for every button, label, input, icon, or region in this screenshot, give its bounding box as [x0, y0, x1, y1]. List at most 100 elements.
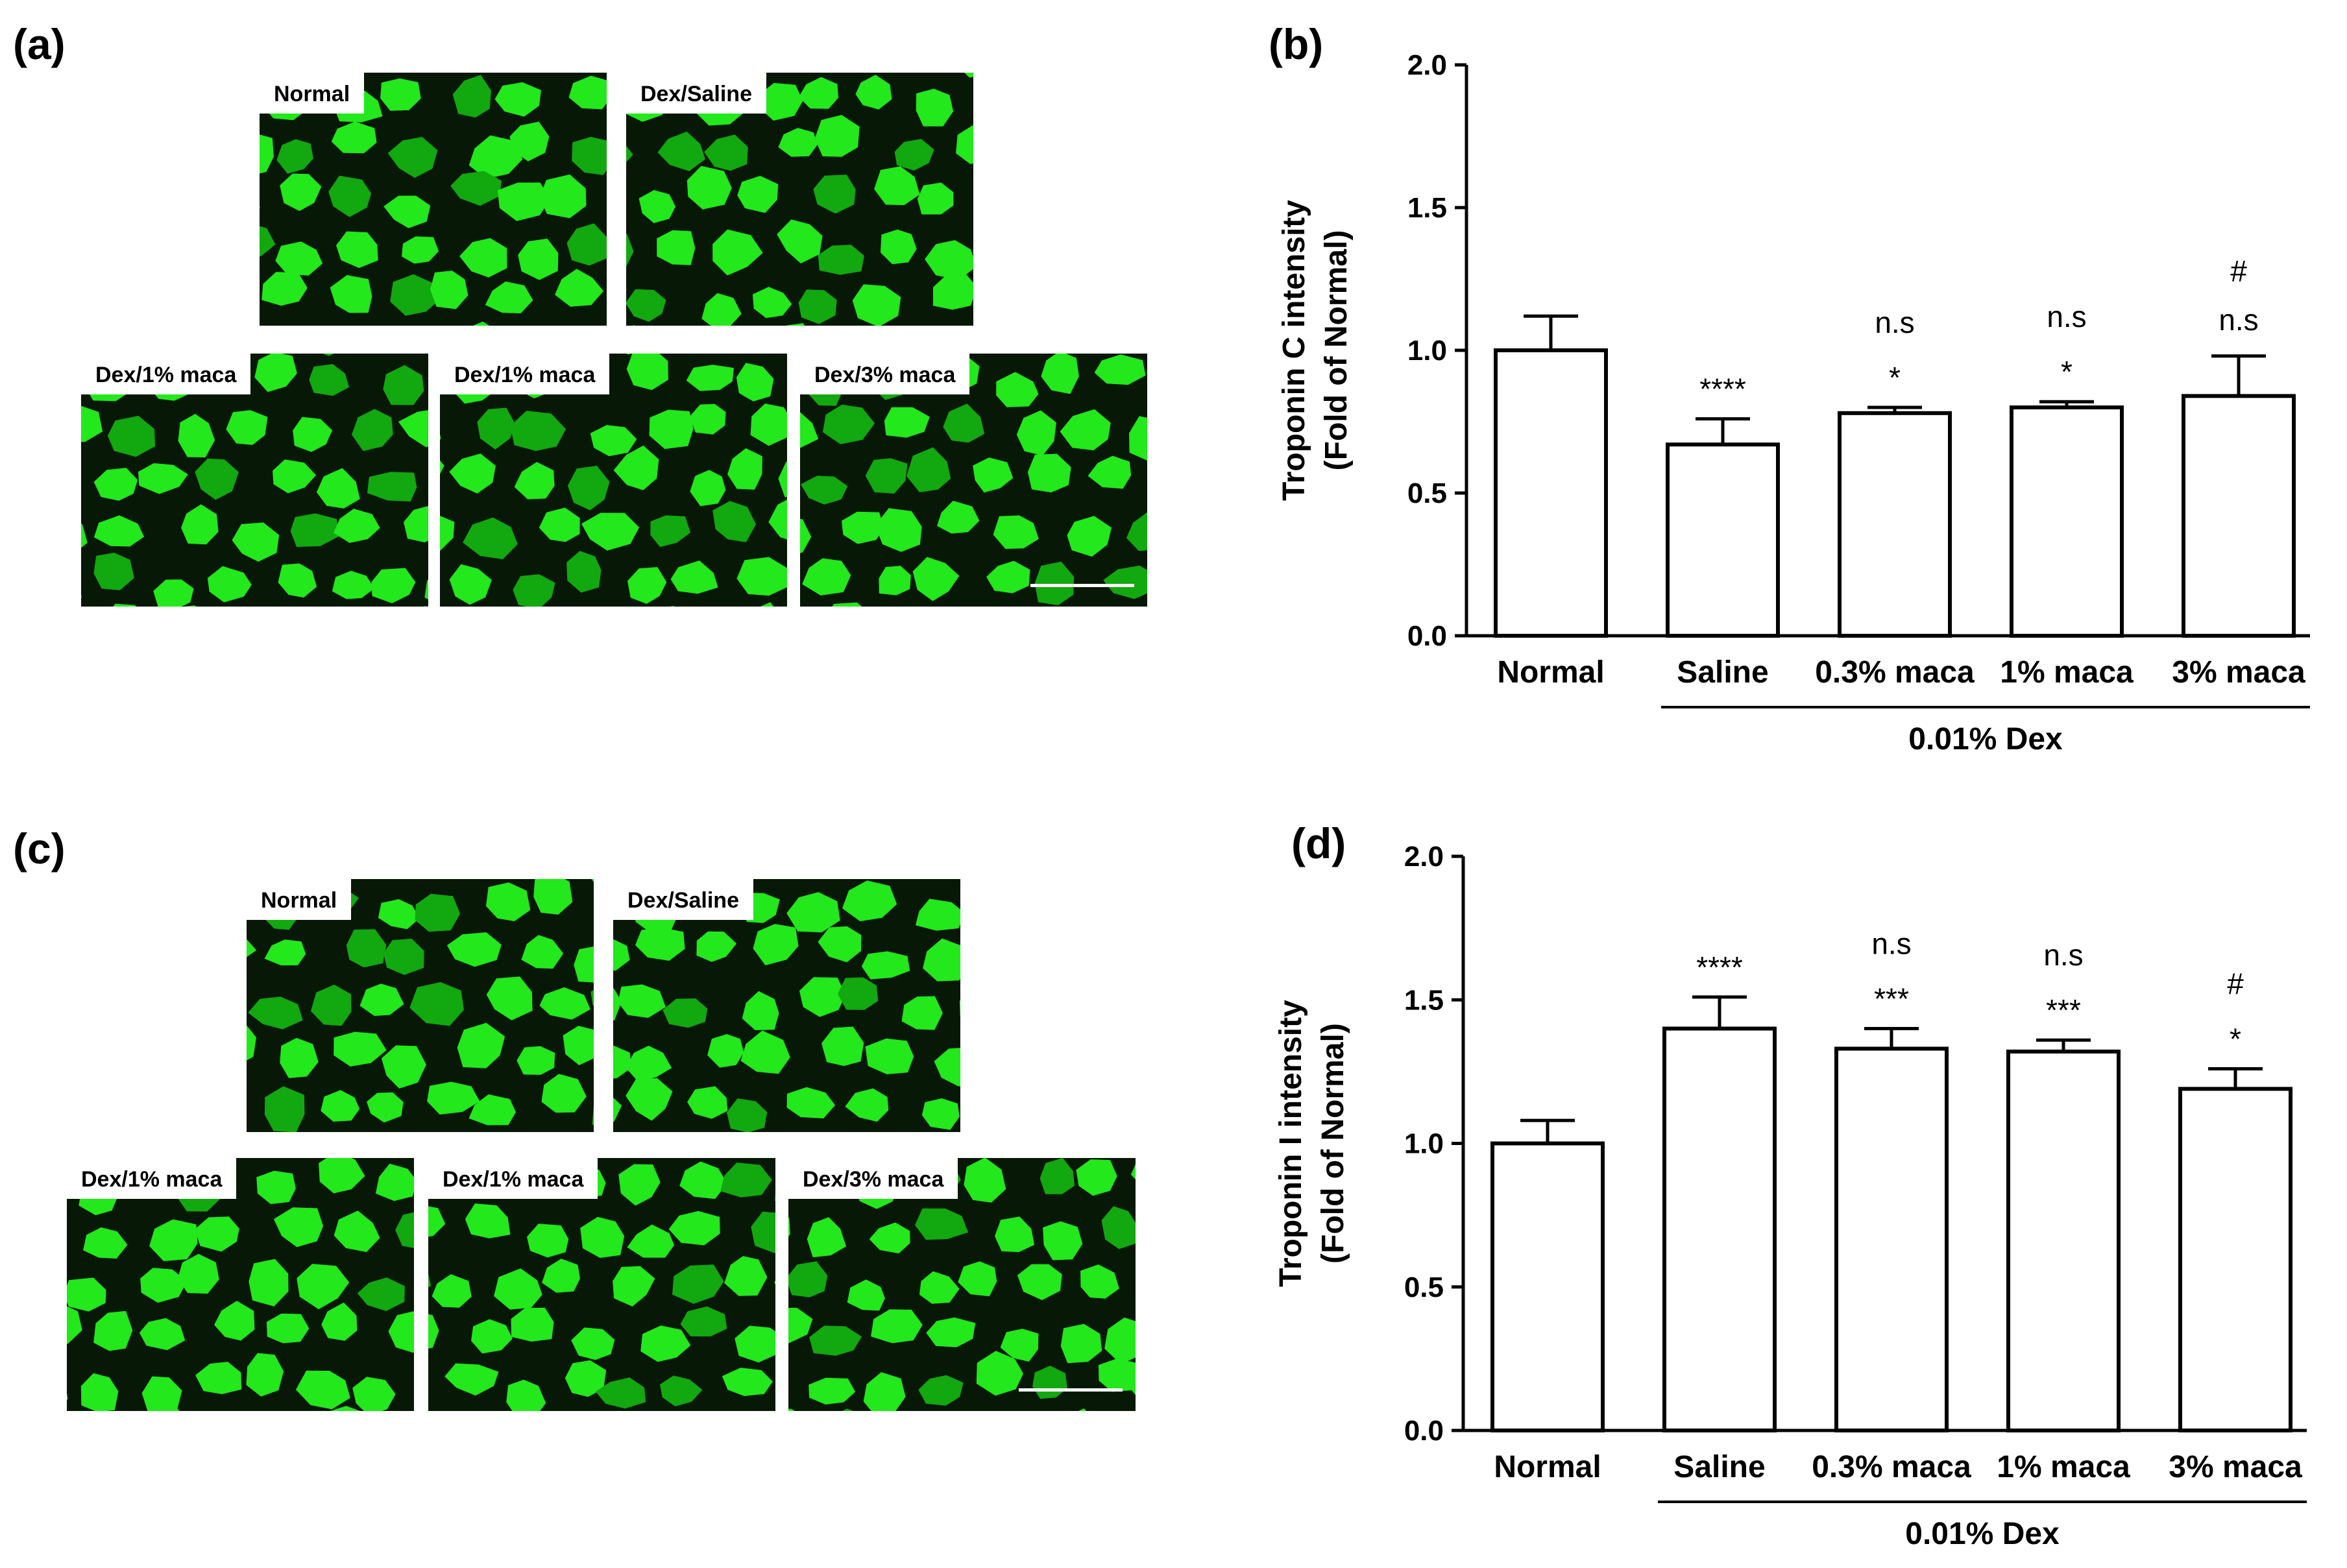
muscle-fiber — [80, 1373, 119, 1411]
muscle-fiber — [450, 171, 502, 206]
muscle-fiber — [932, 272, 973, 310]
micrograph-texture — [626, 73, 973, 326]
muscle-fiber — [842, 1408, 853, 1411]
muscle-fiber — [1104, 1317, 1136, 1364]
y-tick-label: 0.5 — [1404, 1272, 1444, 1303]
muscle-fiber — [580, 1216, 625, 1258]
muscle-fiber — [266, 1313, 310, 1344]
micrograph-texture — [440, 354, 787, 607]
significance-marker: n.s — [2047, 300, 2086, 333]
muscle-fiber — [278, 563, 317, 598]
micrograph-a-dex-1pct-maca-2: Dex/1% maca — [440, 354, 787, 607]
muscle-fiber — [788, 1307, 813, 1344]
muscle-fiber — [510, 411, 566, 452]
muscle-fiber — [539, 174, 587, 219]
muscle-fiber — [958, 1261, 997, 1297]
muscle-fiber — [916, 899, 960, 931]
muscle-fiber — [1034, 561, 1074, 605]
muscle-fiber — [672, 1264, 724, 1304]
muscle-fiber — [964, 1158, 1006, 1203]
muscle-fiber — [153, 579, 194, 607]
muscle-fiber — [376, 1163, 414, 1201]
significance-marker: **** — [1696, 950, 1743, 984]
muscle-fiber — [986, 561, 1030, 594]
muscle-fiber — [141, 1376, 182, 1411]
muscle-fiber — [818, 926, 862, 963]
muscle-fiber — [973, 457, 1014, 493]
micrograph-label: Dex/1% maca — [428, 1158, 598, 1199]
muscle-fiber — [696, 931, 737, 962]
muscle-fiber — [497, 182, 550, 221]
muscle-fiber — [880, 229, 917, 265]
muscle-fiber — [542, 1259, 580, 1293]
muscle-fiber — [894, 139, 934, 171]
muscle-fiber — [184, 605, 197, 607]
y-tick-label: 1.5 — [1404, 984, 1444, 1016]
bar — [1834, 1046, 1949, 1433]
muscle-fiber — [472, 321, 490, 326]
y-tick-label: 0.0 — [1407, 620, 1447, 652]
muscle-fiber — [778, 461, 787, 498]
micrograph-a-dex-3pct-maca: Dex/3% maca — [800, 354, 1147, 607]
muscle-fiber — [517, 1046, 555, 1075]
x-tick-label: Normal — [1494, 1450, 1601, 1484]
muscle-fiber — [449, 564, 492, 605]
muscle-fiber — [572, 137, 607, 175]
muscle-fiber — [901, 996, 943, 1030]
muscle-fiber — [807, 1217, 846, 1258]
muscle-fiber — [845, 1088, 889, 1122]
muscle-fiber — [359, 983, 404, 1016]
significance-marker: n.s — [2043, 938, 2083, 972]
muscle-fiber — [832, 602, 862, 607]
muscle-fiber — [93, 468, 138, 501]
micrograph-c-normal: Normal — [247, 879, 594, 1132]
muscle-fiber — [1101, 1206, 1136, 1249]
muscle-fiber — [626, 1078, 673, 1121]
scale-bar — [1019, 1388, 1123, 1392]
muscle-fiber — [468, 1094, 516, 1126]
muscle-fiber — [367, 472, 417, 502]
muscle-fiber — [333, 509, 380, 543]
muscle-fiber — [752, 287, 792, 319]
y-tick-label: 2.0 — [1407, 49, 1447, 81]
muscle-fiber — [1041, 354, 1079, 394]
muscle-fiber — [494, 82, 541, 117]
muscle-fiber — [440, 460, 444, 474]
muscle-fiber — [195, 1362, 242, 1394]
muscle-fiber — [863, 1372, 906, 1411]
muscle-fiber — [650, 515, 691, 548]
muscle-fiber — [921, 1098, 960, 1130]
micrograph-label: Dex/1% maca — [81, 354, 251, 394]
muscle-fiber — [865, 1038, 914, 1074]
muscle-fiber — [378, 899, 420, 930]
muscle-fiber — [157, 1405, 180, 1411]
muscle-fiber — [809, 1377, 856, 1405]
muscle-fiber — [311, 984, 352, 1026]
y-axis-label: Troponin I intensity — [1274, 1000, 1308, 1287]
muscle-fiber — [638, 190, 676, 223]
muscle-fiber — [869, 1222, 910, 1254]
muscle-fiber — [625, 1045, 672, 1081]
muscle-fiber — [613, 1097, 622, 1122]
muscle-fiber — [722, 1368, 773, 1396]
muscle-fiber — [571, 1327, 615, 1360]
muscle-fiber — [346, 929, 387, 968]
muscle-fiber — [627, 1224, 674, 1258]
muscle-fiber — [669, 606, 675, 607]
muscle-fiber — [260, 226, 276, 257]
muscle-fiber — [874, 166, 920, 206]
muscle-fiber — [330, 275, 372, 313]
muscle-fiber — [321, 1302, 358, 1341]
micrograph-label: Dex/1% maca — [67, 1158, 237, 1199]
muscle-fiber — [1016, 410, 1056, 456]
muscle-fiber — [657, 230, 696, 265]
muscle-fiber — [861, 951, 910, 980]
muscle-fiber — [280, 173, 322, 211]
muscle-fiber — [726, 1098, 768, 1132]
muscle-fiber — [847, 1279, 885, 1311]
muscle-fiber — [912, 557, 960, 601]
muscle-fiber — [149, 1219, 198, 1261]
muscle-fiber — [680, 1306, 727, 1337]
muscle-fiber — [539, 987, 590, 1020]
muscle-fiber — [513, 574, 555, 607]
